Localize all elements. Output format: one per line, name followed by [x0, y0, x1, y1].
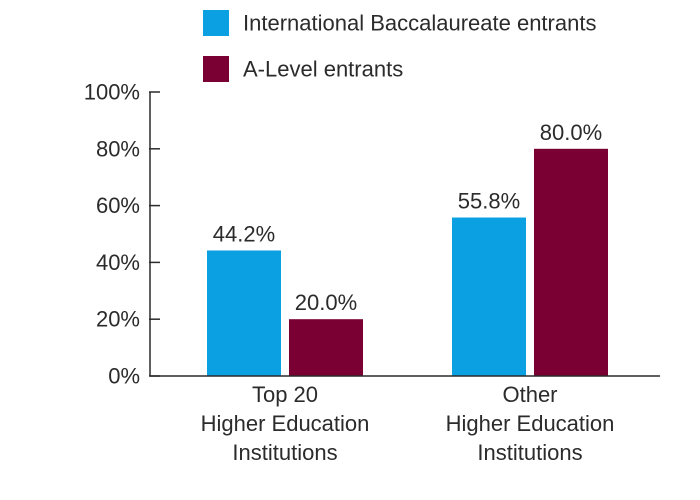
x-axis: Top 20 Higher Education Institutions Other H…: [150, 375, 660, 465]
y-axis: 0% 20% 40% 60% 80% 100%: [84, 80, 160, 389]
y-tick-label: 40%: [96, 250, 140, 275]
y-tick-label: 20%: [96, 307, 140, 332]
category-label: Other Higher Education Institutions: [446, 382, 615, 465]
legend-swatch-2: [203, 56, 229, 82]
legend-label-2: A-Level entrants: [243, 57, 403, 82]
bar-2-2: [534, 148, 608, 376]
y-tick-label: 60%: [96, 193, 140, 218]
y-tick-label: 0%: [108, 364, 140, 389]
y-tick-label: 80%: [96, 136, 140, 161]
data-label: 80.0%: [540, 120, 602, 145]
category-label-line: Top 20: [252, 382, 318, 407]
category-label-line: Higher Education: [201, 411, 370, 436]
data-label: 20.0%: [295, 290, 357, 315]
data-label: 55.8%: [458, 189, 520, 214]
plot-area: 44.2% 20.0% 55.8% 80.0%: [207, 120, 608, 376]
bar-2-1: [452, 217, 526, 376]
chart-legend: International Baccalaureate entrants A-Le…: [203, 10, 596, 82]
category-label-line: Higher Education: [446, 411, 615, 436]
data-label: 44.2%: [213, 221, 275, 246]
category-label: Top 20 Higher Education Institutions: [201, 382, 370, 465]
y-tick-label: 100%: [84, 80, 140, 105]
category-label-line: Institutions: [477, 440, 582, 465]
legend-label-1: International Baccalaureate entrants: [243, 11, 596, 36]
legend-swatch-1: [203, 10, 229, 36]
bar-1-2: [289, 319, 363, 376]
category-label-line: Other: [502, 382, 557, 407]
bar-1-1: [207, 250, 281, 376]
category-label-line: Institutions: [232, 440, 337, 465]
